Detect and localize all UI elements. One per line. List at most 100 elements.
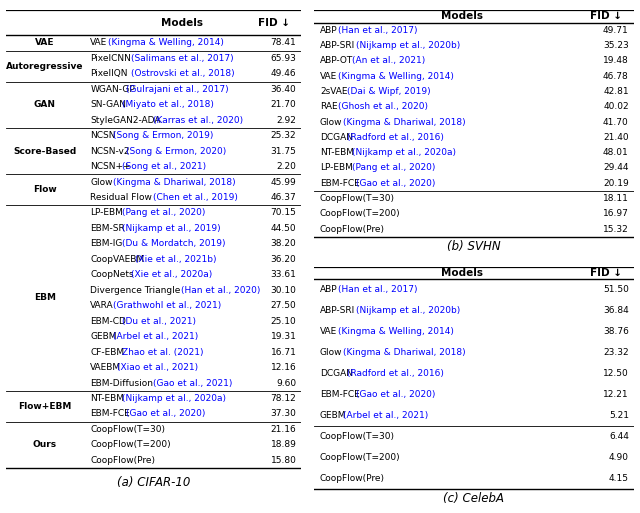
- Text: (Kingma & Welling, 2014): (Kingma & Welling, 2014): [338, 327, 454, 336]
- Text: 37.30: 37.30: [271, 409, 296, 419]
- Text: ABP-OT: ABP-OT: [320, 56, 353, 65]
- Text: (Kingma & Dhariwal, 2018): (Kingma & Dhariwal, 2018): [113, 177, 236, 187]
- Text: NCSN++: NCSN++: [90, 162, 131, 171]
- Text: (Nijkamp et al., 2020b): (Nijkamp et al., 2020b): [356, 306, 460, 315]
- Text: (Nijkamp et al., 2020a): (Nijkamp et al., 2020a): [351, 148, 456, 157]
- Text: LP-EBM: LP-EBM: [320, 164, 353, 172]
- Text: StyleGAN2-ADA: StyleGAN2-ADA: [90, 115, 161, 125]
- Text: VAEBM: VAEBM: [90, 363, 122, 372]
- Text: (Gao et al., 2020): (Gao et al., 2020): [356, 390, 435, 399]
- Text: 48.01: 48.01: [603, 148, 628, 157]
- Text: 20.19: 20.19: [603, 179, 628, 188]
- Text: (a) CIFAR-10: (a) CIFAR-10: [117, 476, 190, 488]
- Text: 27.50: 27.50: [271, 301, 296, 310]
- Text: 16.71: 16.71: [271, 348, 296, 357]
- Text: Models: Models: [440, 11, 483, 22]
- Text: 21.70: 21.70: [271, 100, 296, 109]
- Text: ABP-SRI: ABP-SRI: [320, 41, 355, 50]
- Text: 44.50: 44.50: [271, 224, 296, 233]
- Text: 25.10: 25.10: [271, 317, 296, 326]
- Text: 4.15: 4.15: [609, 473, 628, 483]
- Text: (Kingma & Welling, 2014): (Kingma & Welling, 2014): [338, 72, 454, 81]
- Text: CoopFlow(T=200): CoopFlow(T=200): [320, 452, 401, 462]
- Text: (Song & Ermon, 2019): (Song & Ermon, 2019): [113, 131, 213, 140]
- Text: (Nijkamp et al., 2019): (Nijkamp et al., 2019): [122, 224, 221, 233]
- Text: Ours: Ours: [33, 440, 57, 449]
- Text: 51.50: 51.50: [603, 285, 628, 294]
- Text: 21.40: 21.40: [603, 133, 628, 142]
- Text: (Xie et al., 2020a): (Xie et al., 2020a): [131, 270, 212, 279]
- Text: DCGAN: DCGAN: [320, 369, 353, 378]
- Text: 29.44: 29.44: [604, 164, 628, 172]
- Text: VAE: VAE: [90, 38, 108, 47]
- Text: 15.32: 15.32: [603, 225, 628, 233]
- Text: CoopFlow(T=30): CoopFlow(T=30): [320, 431, 395, 441]
- Text: CoopFlow(T=200): CoopFlow(T=200): [320, 209, 401, 219]
- Text: (Ostrovski et al., 2018): (Ostrovski et al., 2018): [131, 69, 234, 78]
- Text: CoopNets: CoopNets: [90, 270, 134, 279]
- Text: CoopFlow(Pre): CoopFlow(Pre): [320, 225, 385, 233]
- Text: (c) CelebA: (c) CelebA: [443, 492, 504, 505]
- Text: SN-GAN: SN-GAN: [90, 100, 126, 109]
- Text: EBM-IG: EBM-IG: [90, 240, 123, 248]
- Text: (Arbel et al., 2021): (Arbel et al., 2021): [342, 411, 428, 420]
- Text: NCSN: NCSN: [90, 131, 116, 140]
- Text: Glow: Glow: [320, 348, 342, 357]
- Text: (Song & Ermon, 2020): (Song & Ermon, 2020): [127, 147, 227, 155]
- Text: (Radford et al., 2016): (Radford et al., 2016): [347, 133, 444, 142]
- Text: 78.41: 78.41: [271, 38, 296, 47]
- Text: 35.23: 35.23: [603, 41, 628, 50]
- Text: (Kingma & Dhariwal, 2018): (Kingma & Dhariwal, 2018): [342, 117, 465, 127]
- Text: ABP: ABP: [320, 285, 338, 294]
- Text: GAN: GAN: [34, 100, 56, 109]
- Text: 46.78: 46.78: [603, 72, 628, 81]
- Text: 33.61: 33.61: [271, 270, 296, 279]
- Text: (Gao et al., 2021): (Gao et al., 2021): [154, 379, 233, 387]
- Text: ABP: ABP: [320, 26, 338, 35]
- Text: (Han et al., 2017): (Han et al., 2017): [338, 26, 417, 35]
- Text: 38.20: 38.20: [271, 240, 296, 248]
- Text: 49.46: 49.46: [271, 69, 296, 78]
- Text: 41.70: 41.70: [603, 117, 628, 127]
- Text: (Song et al., 2021): (Song et al., 2021): [122, 162, 206, 171]
- Text: DCGAN: DCGAN: [320, 133, 353, 142]
- Text: (Gulrajani et al., 2017): (Gulrajani et al., 2017): [127, 85, 229, 94]
- Text: (Grathwohl et al., 2021): (Grathwohl et al., 2021): [113, 301, 221, 310]
- Text: VAE: VAE: [35, 38, 54, 47]
- Text: EBM-Diffusion: EBM-Diffusion: [90, 379, 154, 387]
- Text: Glow: Glow: [90, 177, 113, 187]
- Text: 36.84: 36.84: [603, 306, 628, 315]
- Text: 45.99: 45.99: [271, 177, 296, 187]
- Text: FID ↓: FID ↓: [259, 18, 291, 28]
- Text: 70.15: 70.15: [271, 208, 296, 218]
- Text: PixelIQN: PixelIQN: [90, 69, 128, 78]
- Text: EBM-FCE: EBM-FCE: [320, 179, 360, 188]
- Text: 49.71: 49.71: [603, 26, 628, 35]
- Text: (Gao et al., 2020): (Gao et al., 2020): [127, 409, 206, 419]
- Text: ABP-SRI: ABP-SRI: [320, 306, 355, 315]
- Text: EBM-SR: EBM-SR: [90, 224, 125, 233]
- Text: Autoregressive: Autoregressive: [6, 62, 83, 71]
- Text: CoopFlow(T=30): CoopFlow(T=30): [90, 425, 165, 434]
- Text: WGAN-GP: WGAN-GP: [90, 85, 135, 94]
- Text: 9.60: 9.60: [276, 379, 296, 387]
- Text: CoopFlow(T=200): CoopFlow(T=200): [90, 440, 171, 449]
- Text: (Nijkamp et al., 2020b): (Nijkamp et al., 2020b): [356, 41, 460, 50]
- Text: 40.02: 40.02: [603, 102, 628, 111]
- Text: 19.48: 19.48: [603, 56, 628, 65]
- Text: (Xiao et al., 2021): (Xiao et al., 2021): [117, 363, 198, 372]
- Text: GEBM: GEBM: [320, 411, 346, 420]
- Text: (b) SVHN: (b) SVHN: [447, 241, 500, 253]
- Text: PixelCNN: PixelCNN: [90, 54, 131, 63]
- Text: (Nijkamp et al., 2020a): (Nijkamp et al., 2020a): [122, 394, 226, 403]
- Text: (An et al., 2021): (An et al., 2021): [351, 56, 425, 65]
- Text: 2.20: 2.20: [276, 162, 296, 171]
- Text: 36.40: 36.40: [271, 85, 296, 94]
- Text: (Han et al., 2020): (Han et al., 2020): [180, 286, 260, 295]
- Text: 23.32: 23.32: [603, 348, 628, 357]
- Text: (Han et al., 2017): (Han et al., 2017): [338, 285, 417, 294]
- Text: NCSN-v2: NCSN-v2: [90, 147, 130, 155]
- Text: 18.89: 18.89: [271, 440, 296, 449]
- Text: (Xie et al., 2021b): (Xie et al., 2021b): [136, 255, 217, 264]
- Text: 2.92: 2.92: [276, 115, 296, 125]
